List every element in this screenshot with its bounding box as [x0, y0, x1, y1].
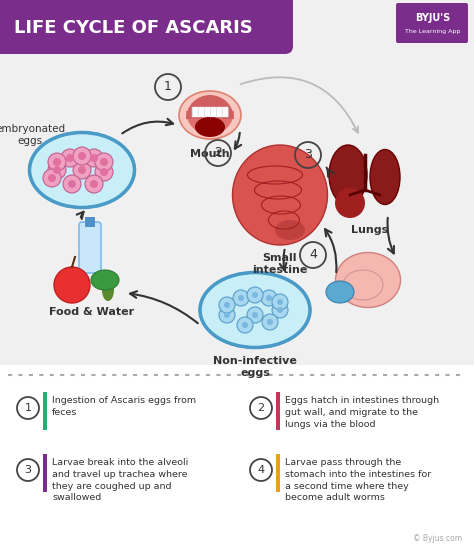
Ellipse shape — [336, 252, 401, 307]
Circle shape — [237, 317, 253, 333]
Ellipse shape — [335, 188, 365, 218]
Circle shape — [277, 307, 283, 313]
Circle shape — [90, 180, 98, 188]
FancyBboxPatch shape — [396, 3, 468, 43]
Circle shape — [48, 161, 66, 179]
Circle shape — [68, 180, 76, 188]
Circle shape — [247, 307, 263, 323]
Ellipse shape — [329, 145, 367, 205]
Circle shape — [66, 154, 74, 162]
Ellipse shape — [275, 220, 305, 240]
Wedge shape — [186, 95, 234, 119]
Ellipse shape — [326, 281, 354, 303]
Text: embryonated
eggs: embryonated eggs — [0, 124, 65, 146]
Ellipse shape — [195, 117, 225, 137]
Circle shape — [48, 174, 56, 182]
Text: 2: 2 — [257, 403, 264, 413]
Ellipse shape — [102, 279, 114, 301]
Text: Small
intestine: Small intestine — [252, 253, 308, 276]
Circle shape — [73, 161, 91, 179]
Circle shape — [95, 153, 113, 171]
Ellipse shape — [91, 270, 119, 290]
Circle shape — [252, 292, 258, 298]
Circle shape — [238, 295, 244, 301]
Circle shape — [53, 158, 61, 166]
Ellipse shape — [233, 145, 328, 245]
Text: BYJU'S: BYJU'S — [415, 13, 451, 23]
Text: Food & Water: Food & Water — [49, 307, 135, 317]
Bar — [43, 392, 47, 430]
Text: Larvae break into the alveoli
and travel up trachea where
they are coughed up an: Larvae break into the alveoli and travel… — [52, 458, 188, 502]
Circle shape — [53, 166, 61, 174]
Bar — [85, 217, 95, 227]
Text: 1: 1 — [25, 403, 31, 413]
Circle shape — [272, 294, 288, 310]
Circle shape — [267, 319, 273, 325]
Circle shape — [261, 290, 277, 306]
Text: Ingestion of Ascaris eggs from
feces: Ingestion of Ascaris eggs from feces — [52, 396, 196, 417]
Circle shape — [224, 312, 230, 318]
Circle shape — [78, 152, 86, 160]
Circle shape — [78, 166, 86, 174]
Text: Non-infective
eggs: Non-infective eggs — [213, 356, 297, 378]
Ellipse shape — [179, 91, 241, 139]
Bar — [0, 0, 290, 48]
Ellipse shape — [29, 133, 135, 207]
Text: 4: 4 — [257, 465, 264, 475]
Text: LIFE CYCLE OF ASCARIS: LIFE CYCLE OF ASCARIS — [14, 19, 253, 37]
Text: 3: 3 — [25, 465, 31, 475]
Text: Eggs hatch in intestines through
gut wall, and migrate to the
lungs via the bloo: Eggs hatch in intestines through gut wal… — [285, 396, 439, 428]
FancyBboxPatch shape — [0, 0, 293, 54]
Circle shape — [90, 154, 98, 162]
Circle shape — [266, 295, 272, 301]
Circle shape — [224, 302, 230, 308]
Circle shape — [262, 314, 278, 330]
Text: Mouth: Mouth — [190, 149, 230, 159]
Circle shape — [61, 149, 79, 167]
Circle shape — [252, 312, 258, 318]
Ellipse shape — [200, 272, 310, 348]
Circle shape — [100, 168, 108, 176]
Circle shape — [242, 322, 248, 328]
Text: 3: 3 — [304, 148, 312, 162]
Text: 2: 2 — [214, 146, 222, 160]
FancyBboxPatch shape — [79, 222, 101, 273]
Text: The Learning App: The Learning App — [405, 29, 461, 34]
Text: 1: 1 — [164, 80, 172, 94]
Circle shape — [73, 147, 91, 165]
Bar — [276, 392, 280, 430]
Circle shape — [277, 299, 283, 305]
Circle shape — [219, 297, 235, 313]
Bar — [43, 454, 47, 492]
Circle shape — [54, 267, 90, 303]
Bar — [276, 454, 280, 492]
Bar — [0, 365, 474, 550]
Text: Lungs: Lungs — [351, 225, 389, 235]
Circle shape — [272, 302, 288, 318]
Ellipse shape — [370, 150, 400, 205]
Circle shape — [247, 287, 263, 303]
Circle shape — [63, 175, 81, 193]
Circle shape — [95, 163, 113, 181]
Circle shape — [233, 290, 249, 306]
Text: © Byjus.com: © Byjus.com — [413, 534, 462, 543]
Circle shape — [85, 175, 103, 193]
Text: Larvae pass through the
stomach into the intestines for
a second time where they: Larvae pass through the stomach into the… — [285, 458, 431, 502]
Circle shape — [43, 169, 61, 187]
Wedge shape — [186, 111, 234, 135]
Circle shape — [48, 153, 66, 171]
Circle shape — [85, 149, 103, 167]
Circle shape — [219, 307, 235, 323]
Circle shape — [100, 158, 108, 166]
Text: 4: 4 — [309, 249, 317, 261]
Bar — [192, 107, 228, 117]
